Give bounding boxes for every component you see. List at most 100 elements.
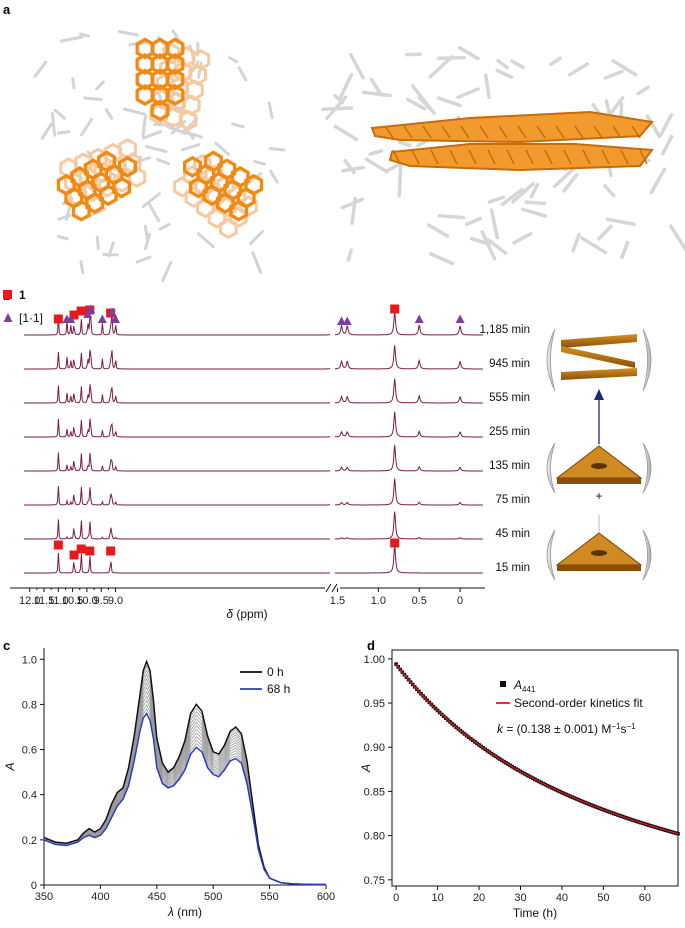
nmr-x-tick-label: 1.5: [330, 595, 345, 607]
d-y-tick-label: 0.85: [364, 786, 385, 798]
schematic-arm: [546, 442, 556, 494]
c-intermediate-curve: [43, 699, 326, 885]
schematic-tray-edge: [557, 478, 641, 484]
d-x-tick-label: 60: [639, 892, 651, 904]
monomer-peak-marker-bottom: [85, 546, 95, 556]
nmr-trace-right: [335, 311, 483, 336]
d-x-tick-label: 30: [514, 892, 526, 904]
d-y-tick-label: 1.00: [364, 654, 385, 666]
dimer-peak-marker: [97, 314, 107, 323]
legend-triangle-marker: [3, 313, 13, 322]
d-x-tick-label: 50: [597, 892, 609, 904]
monomer-peak-marker-bottom: [53, 540, 63, 550]
axis-break-mark: [331, 583, 338, 593]
nmr-x-tick-label: 11.5: [34, 595, 55, 607]
c-y-tick-label: 1.0: [22, 654, 37, 666]
schematic-arm: [546, 529, 556, 581]
nmr-trace-time-label: 1,185 min: [479, 324, 530, 336]
c-intermediate-curve: [43, 682, 326, 885]
nmr-x-tick-label: 9.0: [108, 595, 123, 607]
c-legend-label: 68 h: [267, 682, 290, 696]
nmr-x-tick-label: 11.0: [48, 595, 69, 607]
c-series-0-line: [43, 659, 326, 886]
schematic-arm: [642, 529, 652, 581]
nmr-trace-right: [335, 411, 483, 438]
c-x-tick-label: 400: [91, 891, 109, 903]
dimer-peak-marker: [414, 314, 424, 323]
schematic-arm: [642, 328, 652, 392]
dimer-peak-marker: [111, 314, 121, 323]
d-data-point: [676, 831, 680, 836]
legend-label-1: 1: [19, 288, 26, 302]
schematic-arm: [642, 442, 652, 494]
c-legend-label: 0 h: [267, 665, 284, 679]
panel-label-d: d: [367, 638, 375, 653]
nmr-x-axis: 12.011.511.010.510.09.5 9.0 1.5 1.0 0.5 0: [10, 583, 485, 607]
kinetics-chart: 0 10 20 30 40 50 60 0.75 0.80 0.85 0.90 0.95 1.00 Tim…: [359, 649, 680, 920]
schematic-tray-edge: [557, 565, 641, 571]
uv-vis-spectrum-chart: 350 400 450 500 550 600 0 0.2 0.4 0.6 0.8 1.0 λ (nm)…: [3, 648, 335, 919]
nmr-x-tick-label: 10.0: [76, 595, 97, 607]
d-y-tick-label: 0.80: [364, 831, 385, 843]
assembly-schematic: [546, 328, 652, 581]
d-y-axis-label: A: [359, 764, 373, 773]
c-x-tick-label: 450: [148, 891, 166, 903]
c-intermediate-curve: [43, 673, 326, 885]
c-x-tick-label: 600: [317, 891, 335, 903]
nmr-trace-time-label: 555 min: [489, 392, 530, 404]
nmr-x-axis-label: δ (ppm): [226, 607, 267, 621]
nmr-trace-time-label: 135 min: [489, 460, 530, 472]
legend-square-marker: [3, 290, 12, 299]
monomer-peak-marker-bottom: [106, 546, 116, 556]
d-rate-constant-annotation: k = (0.138 ± 0.001) M−1s−1: [497, 722, 636, 736]
d-y-tick-label: 0.75: [364, 875, 385, 887]
schematic-tray: [555, 445, 643, 479]
d-plot-frame: [391, 649, 679, 887]
nmr-x-tick-label: 10.5: [62, 595, 83, 607]
nmr-x-tick-label: 0: [457, 595, 463, 607]
nmr-trace-time-label: 945 min: [489, 358, 530, 370]
nmr-trace-right: [335, 478, 483, 506]
monomer-peak-marker: [76, 306, 86, 316]
schematic-arm: [546, 328, 556, 392]
molecular-model-top-view: [33, 29, 286, 282]
c-x-tick-label: 550: [260, 891, 278, 903]
nmr-trace-right: [335, 511, 483, 540]
schematic-tray-hole: [591, 463, 607, 469]
dimer-peak-marker: [83, 309, 93, 318]
dimer-peak-marker: [337, 316, 347, 325]
nmr-x-tick-label: 9.5: [94, 595, 109, 607]
c-series-1-line: [43, 712, 326, 886]
nmr-trace-right: [334, 345, 483, 370]
schematic-dimer-mid: [561, 346, 635, 368]
dimer-peak-marker: [107, 307, 117, 316]
panel-label-a: a: [3, 2, 11, 17]
c-intermediate-curve: [43, 695, 326, 885]
c-y-axis-label: A: [3, 762, 17, 771]
schematic-plus-sign: +: [595, 489, 602, 503]
monomer-peak-marker: [390, 304, 400, 314]
axis-break-mark: [325, 583, 332, 593]
nmr-trace-left: [24, 552, 330, 574]
d-x-tick-label: 0: [393, 892, 399, 904]
nmr-trace-time-label: 15 min: [495, 562, 530, 574]
monomer-peak-marker-bottom: [69, 550, 79, 560]
c-intermediate-curve: [43, 708, 326, 885]
nmr-trace-right: [335, 544, 483, 574]
nmr-trace-left: [24, 384, 331, 404]
c-y-tick-label: 0.4: [22, 790, 37, 802]
nmr-peak-markers: [53, 304, 465, 560]
c-x-axis-label: λ (nm): [167, 905, 202, 919]
c-y-tick-label: 0: [31, 880, 37, 892]
nmr-trace-time-label: 255 min: [489, 426, 530, 438]
c-intermediate-curve: [43, 669, 326, 885]
panel-label-c: c: [3, 638, 10, 653]
c-y-tick-label: 0.6: [22, 745, 37, 757]
schematic-arrow-head: [594, 389, 604, 400]
nmr-x-tick-label: 0.5: [412, 595, 427, 607]
c-intermediate-curve: [43, 677, 326, 885]
d-y-tick-label: 0.95: [364, 698, 385, 710]
c-x-tick-label: 350: [35, 891, 53, 903]
schematic-dimer-top: [561, 334, 637, 348]
dimer-peak-marker: [86, 304, 96, 313]
